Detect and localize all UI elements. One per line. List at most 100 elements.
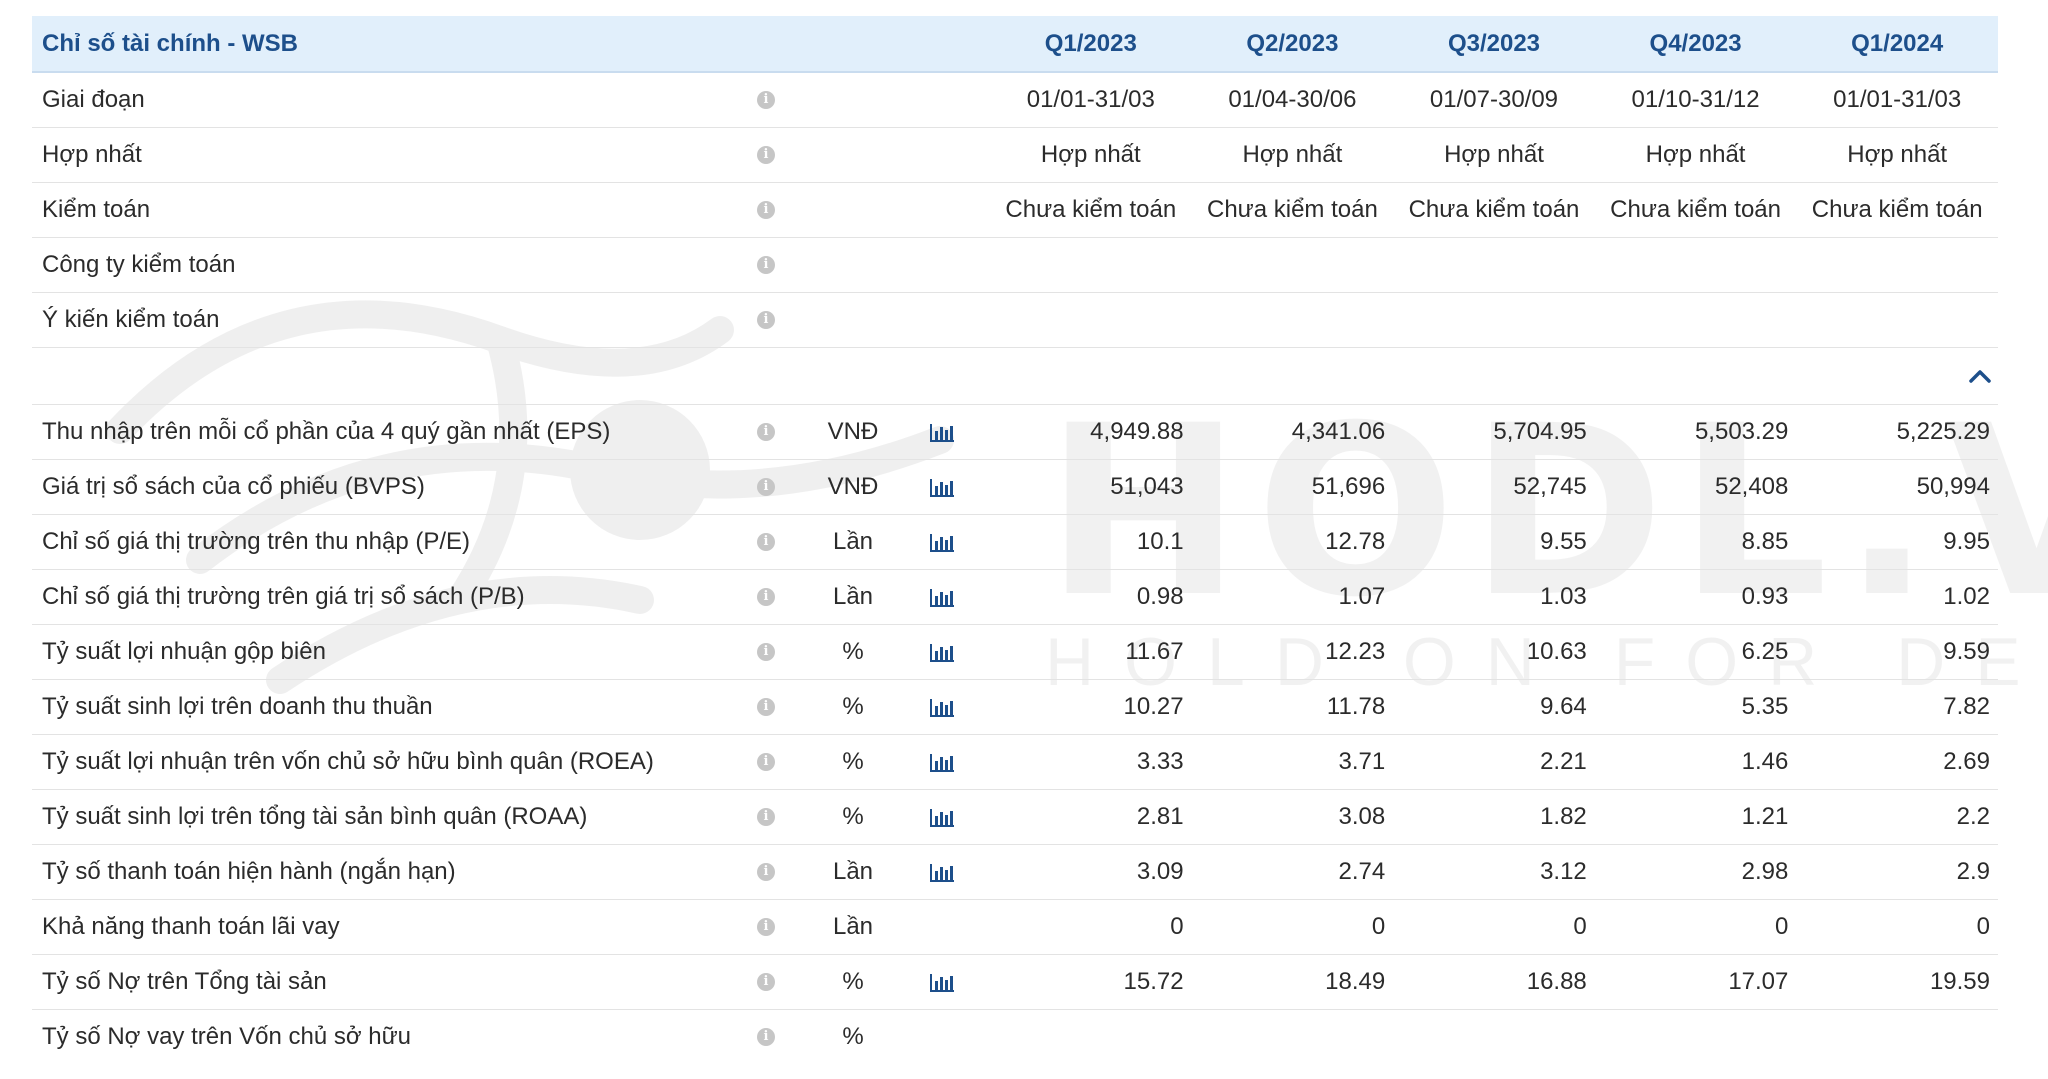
cell-value: 16.88 [1526,967,1587,995]
cell-value: 2.81 [1136,802,1184,830]
info-icon[interactable]: i [757,201,775,220]
bar-chart-icon[interactable] [929,477,955,498]
unit-label: Lần [832,912,874,940]
cell-value [1393,237,1595,292]
row-label: Tỷ số thanh toán hiện hành (ngắn hạn) [42,857,456,885]
cell-value: Hợp nhất [1645,140,1746,168]
unit-label: Lần [832,582,874,610]
cell-value: 5,225.29 [1896,417,1990,445]
section-toggle-row [32,347,1998,404]
bar-chart-icon[interactable] [929,587,955,608]
info-icon[interactable]: i [757,588,775,607]
cell-value [990,1009,1192,1064]
cell-value: 10.27 [1123,692,1184,720]
unit-label: VNĐ [827,472,879,500]
cell-value [1393,292,1595,347]
unit-label: % [842,637,864,665]
row-label: Tỷ suất sinh lợi trên doanh thu thuần [42,692,433,720]
cell-value: Chưa kiểm toán [1206,195,1378,223]
table-row: Giai đoạn i 01/01-31/03 01/04-30/06 01/0… [32,72,1998,127]
table-row: Kiểm toán i Chưa kiểm toán Chưa kiểm toá… [32,182,1998,237]
cell-value: 01/07-30/09 [1429,85,1559,113]
unit-label: Lần [832,527,874,555]
period-header: Q4/2023 [1594,16,1797,73]
cell-value: 01/01-31/03 [1833,85,1962,113]
unit-label: Lần [832,857,874,885]
info-icon[interactable]: i [757,1028,775,1047]
cell-value: 01/01-31/03 [1026,85,1155,113]
cell-value: 0.93 [1741,582,1789,610]
unit-label: % [842,1022,864,1050]
info-icon[interactable]: i [757,533,775,552]
period-header: Q2/2023 [1191,16,1394,73]
unit-label: % [842,967,864,995]
info-icon[interactable]: i [757,863,775,882]
info-icon[interactable]: i [757,643,775,662]
bar-chart-icon[interactable] [929,862,955,883]
cell-value: 3.33 [1136,747,1184,775]
bar-chart-icon[interactable] [929,752,955,773]
info-icon[interactable]: i [757,973,775,992]
row-label: Ý kiến kiểm toán [42,305,220,333]
bar-chart-icon[interactable] [929,972,955,993]
unit-label: VNĐ [827,417,879,445]
financial-ratios-table: Chỉ số tài chính - WSB Q1/2023 Q2/2023 Q… [32,16,1998,1064]
bar-chart-icon[interactable] [929,642,955,663]
info-icon[interactable]: i [757,311,775,330]
cell-value: 51,043 [1110,472,1184,500]
table-row: Tỷ suất lợi nhuận trên vốn chủ sở hữu bì… [32,734,1998,789]
info-icon[interactable]: i [757,423,775,442]
bar-chart-icon[interactable] [929,807,955,828]
cell-value: Hợp nhất [1444,140,1544,168]
unit-label: % [842,692,864,720]
cell-value: 50,994 [1916,472,1990,500]
cell-value [1192,237,1394,292]
table-row: Ý kiến kiểm toán i [32,292,1998,347]
cell-value [1192,292,1394,347]
cell-value [1796,1009,1998,1064]
cell-value: Chưa kiểm toán [1610,195,1781,223]
row-label: Chỉ số giá thị trường trên giá trị sổ sá… [42,582,525,610]
cell-value: 2.98 [1741,857,1789,885]
info-icon[interactable]: i [757,808,775,827]
cell-value: 1.03 [1540,582,1587,610]
cell-value: 10.63 [1526,637,1587,665]
info-icon[interactable]: i [757,698,775,717]
cell-value: 01/10-31/12 [1631,85,1760,113]
row-label: Giai đoạn [42,85,145,113]
info-icon[interactable]: i [757,753,775,772]
cell-value: 10.1 [1136,527,1184,555]
cell-value: 0 [1371,912,1386,940]
row-label: Chỉ số giá thị trường trên thu nhập (P/E… [42,527,471,555]
cell-value: Hợp nhất [1242,140,1343,168]
cell-value: 3.71 [1338,747,1386,775]
bar-chart-icon[interactable] [929,697,955,718]
chevron-up-icon[interactable] [1968,368,1992,384]
cell-value [1796,292,1998,347]
cell-value: 5.35 [1741,692,1789,720]
table-row: Giá trị sổ sách của cổ phiếu (BVPS) i VNĐ 5… [32,459,1998,514]
table-row: Khả năng thanh toán lãi vay i Lần 0 0 0 0 0 [32,899,1998,954]
cell-value: 12.78 [1325,527,1386,555]
cell-value: 15.72 [1123,967,1184,995]
cell-value [1393,1009,1595,1064]
cell-value: 51,696 [1311,472,1386,500]
cell-value: 3.08 [1338,802,1386,830]
table-row: Tỷ số thanh toán hiện hành (ngắn hạn) i Lầ… [32,844,1998,899]
info-icon[interactable]: i [757,91,775,110]
cell-value: 1.82 [1540,802,1587,830]
table-row: Tỷ số Nợ trên Tổng tài sản i% 15.72 18.49 16… [32,954,1998,1009]
bar-chart-icon[interactable] [929,532,955,553]
info-icon[interactable]: i [757,478,775,497]
bar-chart-icon[interactable] [929,422,955,443]
table-row: Tỷ số Nợ vay trên Vốn chủ sở hữu i% [32,1009,1998,1064]
info-icon[interactable]: i [757,256,775,275]
row-label: Giá trị sổ sách của cổ phiếu (BVPS) [42,472,425,500]
cell-value: 0.98 [1136,582,1184,610]
info-icon[interactable]: i [757,918,775,937]
cell-value [990,237,1192,292]
cell-value: 17.07 [1728,967,1789,995]
period-header: Q3/2023 [1393,16,1595,73]
cell-value: 4,341.06 [1291,417,1386,445]
info-icon[interactable]: i [757,146,775,165]
